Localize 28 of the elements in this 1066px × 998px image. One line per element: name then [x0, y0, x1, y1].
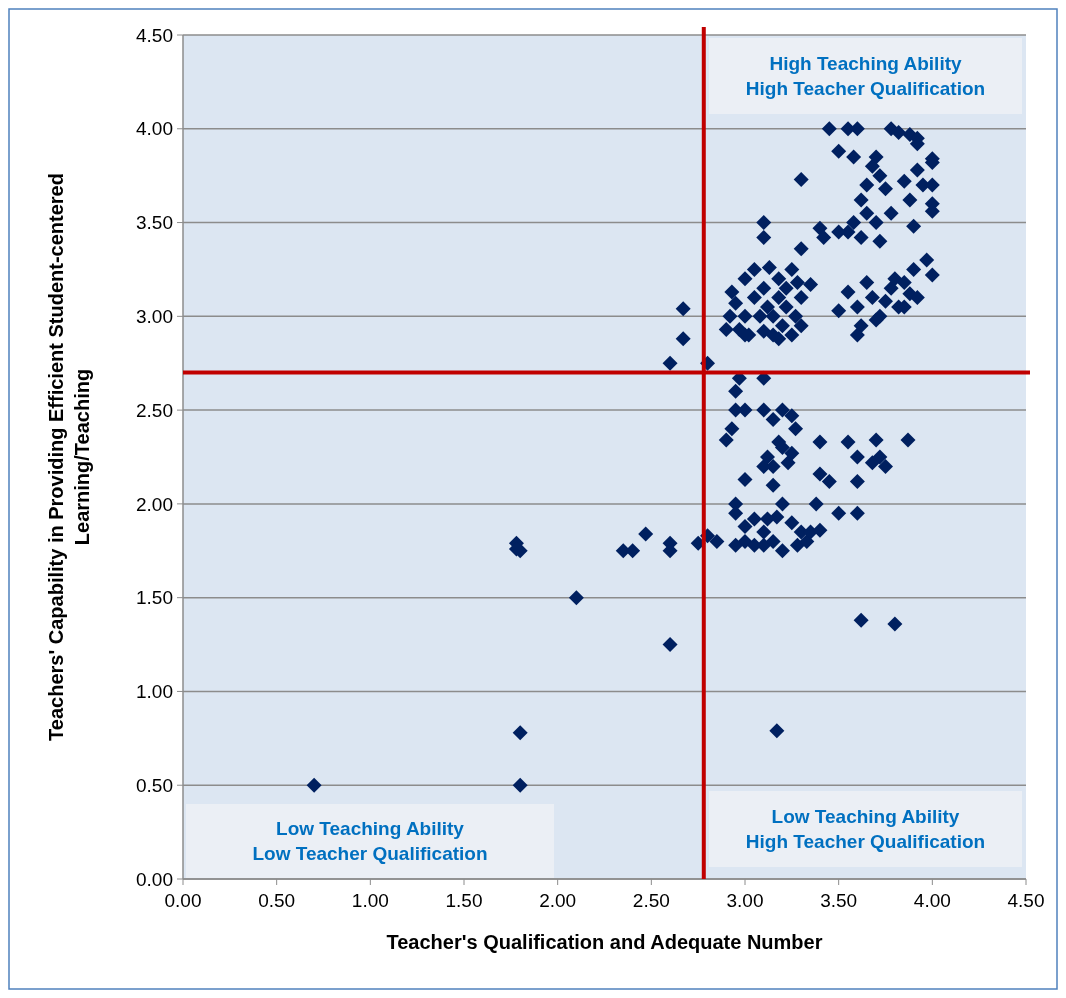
x-tick-label: 3.50 — [820, 890, 858, 911]
x-tick-label: 3.00 — [726, 890, 764, 911]
y-tick-label: 0.50 — [136, 774, 173, 796]
x-axis-title: Teacher's Qualification and Adequate Number — [386, 931, 823, 953]
x-tick-label: 2.50 — [632, 890, 670, 911]
x-tick-label: 4.00 — [913, 890, 951, 911]
y-tick-label: 1.50 — [136, 587, 173, 609]
y-tick-label: 3.00 — [136, 305, 173, 327]
y-tick-label: 3.50 — [136, 212, 173, 234]
x-tick-label: 4.50 — [1007, 890, 1045, 911]
annotation: Low Teaching Ability Low Teacher Qualification — [252, 818, 488, 865]
y-tick-label: 2.00 — [136, 493, 173, 515]
y-axis-title: Teachers' Capability in Providing Efficient Student-centered Learning/Teaching — [45, 173, 93, 741]
y-tick-label: 0.00 — [136, 868, 173, 890]
x-tick-label: 0.00 — [164, 890, 202, 911]
y-tick-label: 4.00 — [136, 118, 173, 140]
x-tick-label: 1.00 — [351, 890, 389, 911]
y-tick-label: 4.50 — [136, 24, 173, 46]
annotation: Low Teaching Ability High Teacher Qualification — [745, 806, 986, 853]
label-box: High Teaching Ability High Teacher Qualification — [709, 38, 1022, 114]
y-tick-label: 1.00 — [136, 681, 173, 703]
y-tick-label: 2.50 — [136, 399, 173, 421]
x-tick-label: 0.50 — [258, 890, 296, 911]
x-tick-label: 1.50 — [445, 890, 483, 911]
x-tick-label: 2.00 — [539, 890, 577, 911]
label-box: Low Teaching Ability High Teacher Qualification — [709, 791, 1022, 867]
label-box: Low Teaching Ability Low Teacher Qualification — [186, 804, 554, 878]
annotation: High Teaching Ability High Teacher Qualification — [745, 53, 986, 100]
